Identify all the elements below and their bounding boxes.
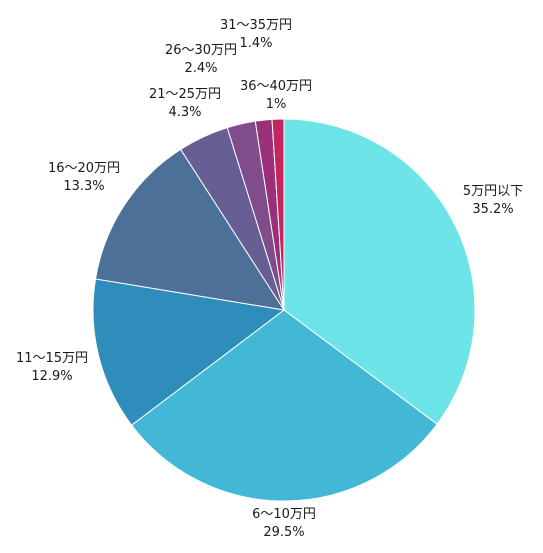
pie-labels: 5万円以下 35.2% 6〜10万円 29.5% 11〜15万円 12.9% 16〜20万円… xyxy=(16,18,523,540)
slice-label-5: 21〜25万円 xyxy=(149,87,221,102)
slice-value-3: 12.9% xyxy=(31,369,72,384)
pie-slice-4 xyxy=(94,148,286,311)
slice-value-4: 13.3% xyxy=(63,179,104,194)
pie-slice-2 xyxy=(130,309,438,502)
slice-label-3: 11〜15万円 xyxy=(16,351,88,366)
slice-label-7: 31〜35万円 xyxy=(220,18,292,33)
slice-value-8: 1% xyxy=(266,97,287,112)
slice-label-4: 16〜20万円 xyxy=(48,161,120,176)
slice-value-1: 35.2% xyxy=(472,202,513,217)
slice-label-2: 6〜10万円 xyxy=(252,507,316,522)
slice-value-5: 4.3% xyxy=(168,105,201,120)
slice-value-6: 2.4% xyxy=(184,61,217,76)
pie-slice-3 xyxy=(92,278,286,426)
slice-value-2: 29.5% xyxy=(263,525,304,540)
slice-label-8: 36〜40万円 xyxy=(240,79,312,94)
slice-label-1: 5万円以下 xyxy=(463,184,523,199)
slice-value-7: 1.4% xyxy=(239,36,272,51)
pie-slice-1 xyxy=(283,118,476,425)
pie-slice-8 xyxy=(271,118,285,311)
slice-label-6: 26〜30万円 xyxy=(165,43,237,58)
pie-slices xyxy=(92,118,476,502)
